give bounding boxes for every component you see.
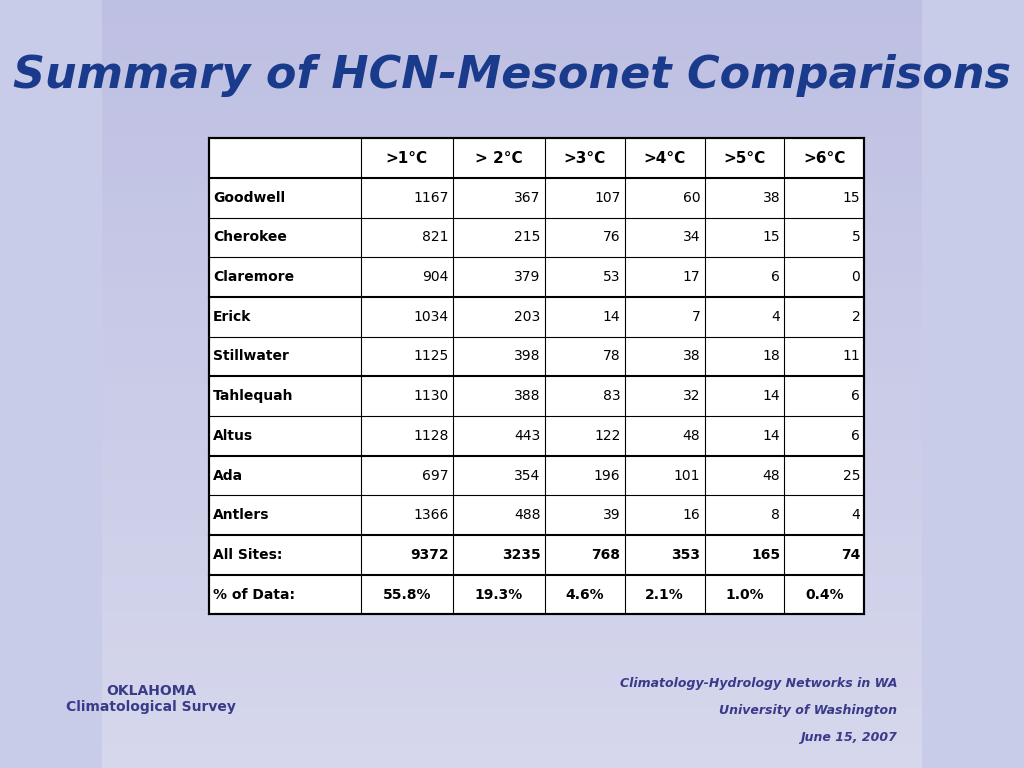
Text: 39: 39 [603,508,621,522]
Text: 17: 17 [683,270,700,284]
Text: 488: 488 [514,508,541,522]
Text: 443: 443 [514,429,541,443]
Text: 0.4%: 0.4% [805,588,844,601]
Text: 14: 14 [763,429,780,443]
Text: 74: 74 [841,548,860,562]
Text: 904: 904 [422,270,449,284]
Text: 5: 5 [852,230,860,244]
Text: 14: 14 [603,310,621,324]
Text: 122: 122 [594,429,621,443]
Text: 1125: 1125 [414,349,449,363]
Text: 48: 48 [763,468,780,482]
Text: 101: 101 [674,468,700,482]
Text: June 15, 2007: June 15, 2007 [801,731,897,743]
Text: >5°C: >5°C [723,151,766,166]
Text: Summary of HCN-Mesonet Comparisons: Summary of HCN-Mesonet Comparisons [13,54,1011,97]
Text: 107: 107 [594,190,621,205]
Text: >3°C: >3°C [563,151,605,166]
Text: Erick: Erick [213,310,251,324]
Text: 78: 78 [603,349,621,363]
Text: 1130: 1130 [414,389,449,403]
Text: > 2°C: > 2°C [475,151,522,166]
Text: 388: 388 [514,389,541,403]
Text: 1366: 1366 [413,508,449,522]
Text: 4.6%: 4.6% [565,588,604,601]
Text: 6: 6 [771,270,780,284]
Text: Tahlequah: Tahlequah [213,389,293,403]
Text: 9372: 9372 [410,548,449,562]
Text: 165: 165 [752,548,780,562]
Text: 203: 203 [514,310,541,324]
Text: 25: 25 [843,468,860,482]
Text: 0: 0 [852,270,860,284]
Text: University of Washington: University of Washington [719,704,897,717]
Text: >6°C: >6°C [803,151,846,166]
FancyBboxPatch shape [209,138,864,614]
Text: 8: 8 [771,508,780,522]
Text: 821: 821 [422,230,449,244]
Text: 1167: 1167 [413,190,449,205]
Text: 83: 83 [603,389,621,403]
Text: 16: 16 [683,508,700,522]
Text: 60: 60 [683,190,700,205]
Text: 6: 6 [851,389,860,403]
Text: Altus: Altus [213,429,253,443]
Text: All Sites:: All Sites: [213,548,283,562]
Text: Antlers: Antlers [213,508,269,522]
Text: 14: 14 [763,389,780,403]
Text: 18: 18 [763,349,780,363]
Text: Goodwell: Goodwell [213,190,285,205]
Text: 32: 32 [683,389,700,403]
Text: 1128: 1128 [413,429,449,443]
Text: Stillwater: Stillwater [213,349,289,363]
Text: Climatology-Hydrology Networks in WA: Climatology-Hydrology Networks in WA [620,677,897,690]
Text: 354: 354 [514,468,541,482]
Text: 2: 2 [852,310,860,324]
Text: 367: 367 [514,190,541,205]
Text: 7: 7 [691,310,700,324]
Text: 768: 768 [592,548,621,562]
Text: 15: 15 [843,190,860,205]
Text: 1.0%: 1.0% [725,588,764,601]
Text: 353: 353 [672,548,700,562]
Text: 38: 38 [763,190,780,205]
Text: % of Data:: % of Data: [213,588,295,601]
Text: OKLAHOMA
Climatological Survey: OKLAHOMA Climatological Survey [67,684,237,714]
Text: 3235: 3235 [502,548,541,562]
Text: 34: 34 [683,230,700,244]
Text: 11: 11 [843,349,860,363]
Text: 6: 6 [851,429,860,443]
Text: Cherokee: Cherokee [213,230,287,244]
Text: 76: 76 [603,230,621,244]
Text: 19.3%: 19.3% [474,588,522,601]
Text: 55.8%: 55.8% [382,588,431,601]
Text: 398: 398 [514,349,541,363]
Text: 4: 4 [772,310,780,324]
Text: 48: 48 [683,429,700,443]
Text: 215: 215 [514,230,541,244]
Text: Ada: Ada [213,468,243,482]
Text: 1034: 1034 [414,310,449,324]
Text: 53: 53 [603,270,621,284]
Text: 38: 38 [683,349,700,363]
Text: 2.1%: 2.1% [645,588,684,601]
Text: 379: 379 [514,270,541,284]
Text: >1°C: >1°C [386,151,428,166]
Text: 4: 4 [852,508,860,522]
Text: 697: 697 [422,468,449,482]
Text: >4°C: >4°C [643,151,686,166]
Text: 15: 15 [763,230,780,244]
Text: Claremore: Claremore [213,270,294,284]
Text: 196: 196 [594,468,621,482]
